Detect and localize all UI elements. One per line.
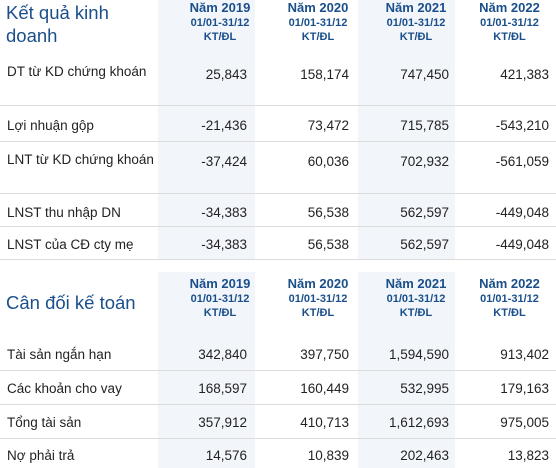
row-value: 410,713 <box>300 415 349 430</box>
column-unit: KT/ĐL <box>399 307 433 319</box>
row-label: Tài sản ngắn hạn <box>7 347 112 362</box>
income-statement-section: Kết quả kinh doanh Năm 2019 01/01-31/12 … <box>0 0 556 260</box>
row-value: 10,839 <box>307 448 349 463</box>
row-value: 715,785 <box>400 118 449 133</box>
column-year: Năm 2022 <box>479 276 540 291</box>
table-row: LNST của CĐ cty mẹ -34,383 56,538 562,59… <box>0 228 556 260</box>
column-range: 01/01-31/12 <box>480 17 539 29</box>
row-value: 179,163 <box>500 381 549 396</box>
row-label: Tổng tài sản <box>7 415 82 430</box>
column-header-2021: Năm 2021 01/01-31/12 KT/ĐL <box>366 0 466 44</box>
row-value: 168,597 <box>198 381 247 396</box>
column-range: 01/01-31/12 <box>386 17 446 29</box>
row-label: LNST thu nhập DN <box>7 205 121 220</box>
row-label: DT từ KD chứng khoán <box>7 64 147 79</box>
row-value: 357,912 <box>198 415 247 430</box>
row-value: 73,472 <box>307 118 349 133</box>
table-row: LNT từ KD chứng khoán -37,424 60,036 702… <box>0 143 556 194</box>
row-value: -449,048 <box>495 205 549 220</box>
row-value: -34,383 <box>201 237 247 252</box>
row-value: 158,174 <box>300 67 349 82</box>
column-highlight-2019 <box>158 0 255 260</box>
column-year: Năm 2022 <box>479 0 540 15</box>
table-row: LNST thu nhập DN -34,383 56,538 562,597 … <box>0 195 556 227</box>
column-range: 01/01-31/12 <box>386 293 446 305</box>
row-value: -21,436 <box>201 118 247 133</box>
column-range: 01/01-31/12 <box>288 293 348 305</box>
column-year: Năm 2019 <box>189 0 251 15</box>
column-unit: KT/ĐL <box>301 307 335 319</box>
table-row: Các khoản cho vay 168,597 160,449 532,99… <box>0 372 556 405</box>
column-range: 01/01-31/12 <box>288 17 348 29</box>
table-row: Nợ phải trả 14,576 10,839 202,463 13,823 <box>0 440 556 468</box>
row-value: 747,450 <box>400 67 449 82</box>
column-header-2022: Năm 2022 01/01-31/12 KT/ĐL <box>463 0 556 44</box>
column-unit: KT/ĐL <box>399 31 433 43</box>
row-value: 56,538 <box>307 205 349 220</box>
column-highlight-2021 <box>358 0 455 260</box>
row-value: -449,048 <box>495 237 549 252</box>
row-value: -561,059 <box>495 154 549 169</box>
row-label: Lợi nhuận gộp <box>7 118 94 133</box>
column-unit: KT/ĐL <box>203 31 237 43</box>
balance-sheet-title: Cân đối kế toán <box>6 292 136 313</box>
row-value: -543,210 <box>495 118 549 133</box>
balance-sheet-section: Cân đối kế toán Năm 2019 01/01-31/12 KT/… <box>0 272 556 468</box>
row-value: 562,597 <box>400 237 449 252</box>
income-statement-title: Kết quả kinh doanh <box>6 2 109 46</box>
row-value: 702,932 <box>400 154 449 169</box>
balance-sheet-header: Cân đối kế toán Năm 2019 01/01-31/12 KT/… <box>0 272 556 336</box>
column-year: Năm 2020 <box>287 0 349 15</box>
row-value: 975,005 <box>500 415 549 430</box>
table-row: DT từ KD chứng khoán 25,843 158,174 747,… <box>0 56 556 106</box>
column-unit: KT/ĐL <box>301 31 335 43</box>
column-range: 01/01-31/12 <box>190 293 250 305</box>
row-label: Các khoản cho vay <box>7 381 122 396</box>
column-unit: KT/ĐL <box>203 307 237 319</box>
row-value: 421,383 <box>500 67 549 82</box>
row-value: 13,823 <box>507 448 549 463</box>
column-year: Năm 2019 <box>189 276 251 291</box>
row-value: 342,840 <box>198 347 247 362</box>
table-row: Tổng tài sản 357,912 410,713 1,612,693 9… <box>0 406 556 439</box>
column-year: Năm 2021 <box>385 276 447 291</box>
row-value: 562,597 <box>400 205 449 220</box>
row-value: 160,449 <box>300 381 349 396</box>
row-value: 202,463 <box>400 448 449 463</box>
column-header-2022: Năm 2022 01/01-31/12 KT/ĐL <box>463 276 556 320</box>
column-header-2019: Năm 2019 01/01-31/12 KT/ĐL <box>165 276 275 320</box>
table-row: Lợi nhuận gộp -21,436 73,472 715,785 -54… <box>0 107 556 142</box>
column-range: 01/01-31/12 <box>190 17 250 29</box>
row-value: 25,843 <box>205 67 247 82</box>
row-value: 60,036 <box>307 154 349 169</box>
column-unit: KT/ĐL <box>493 307 526 319</box>
row-value: -34,383 <box>201 205 247 220</box>
row-value: 56,538 <box>307 237 349 252</box>
column-header-2020: Năm 2020 01/01-31/12 KT/ĐL <box>268 276 368 320</box>
column-header-2020: Năm 2020 01/01-31/12 KT/ĐL <box>268 0 368 44</box>
column-year: Năm 2021 <box>385 0 447 15</box>
row-value: 397,750 <box>300 347 349 362</box>
column-header-2021: Năm 2021 01/01-31/12 KT/ĐL <box>366 276 466 320</box>
row-label: LNT từ KD chứng khoán <box>7 152 154 167</box>
row-value: 1,594,590 <box>388 347 449 362</box>
income-statement-header: Kết quả kinh doanh Năm 2019 01/01-31/12 … <box>0 0 556 54</box>
row-value: 913,402 <box>500 347 549 362</box>
row-value: 532,995 <box>400 381 449 396</box>
column-range: 01/01-31/12 <box>480 293 539 305</box>
column-year: Năm 2020 <box>287 276 349 291</box>
column-unit: KT/ĐL <box>493 31 526 43</box>
table-row: Tài sản ngắn hạn 342,840 397,750 1,594,5… <box>0 338 556 371</box>
row-label: Nợ phải trả <box>7 448 75 463</box>
column-header-2019: Năm 2019 01/01-31/12 KT/ĐL <box>165 0 275 44</box>
row-label: LNST của CĐ cty mẹ <box>7 237 134 252</box>
row-value: 14,576 <box>205 448 247 463</box>
row-value: -37,424 <box>201 154 247 169</box>
row-value: 1,612,693 <box>388 415 449 430</box>
